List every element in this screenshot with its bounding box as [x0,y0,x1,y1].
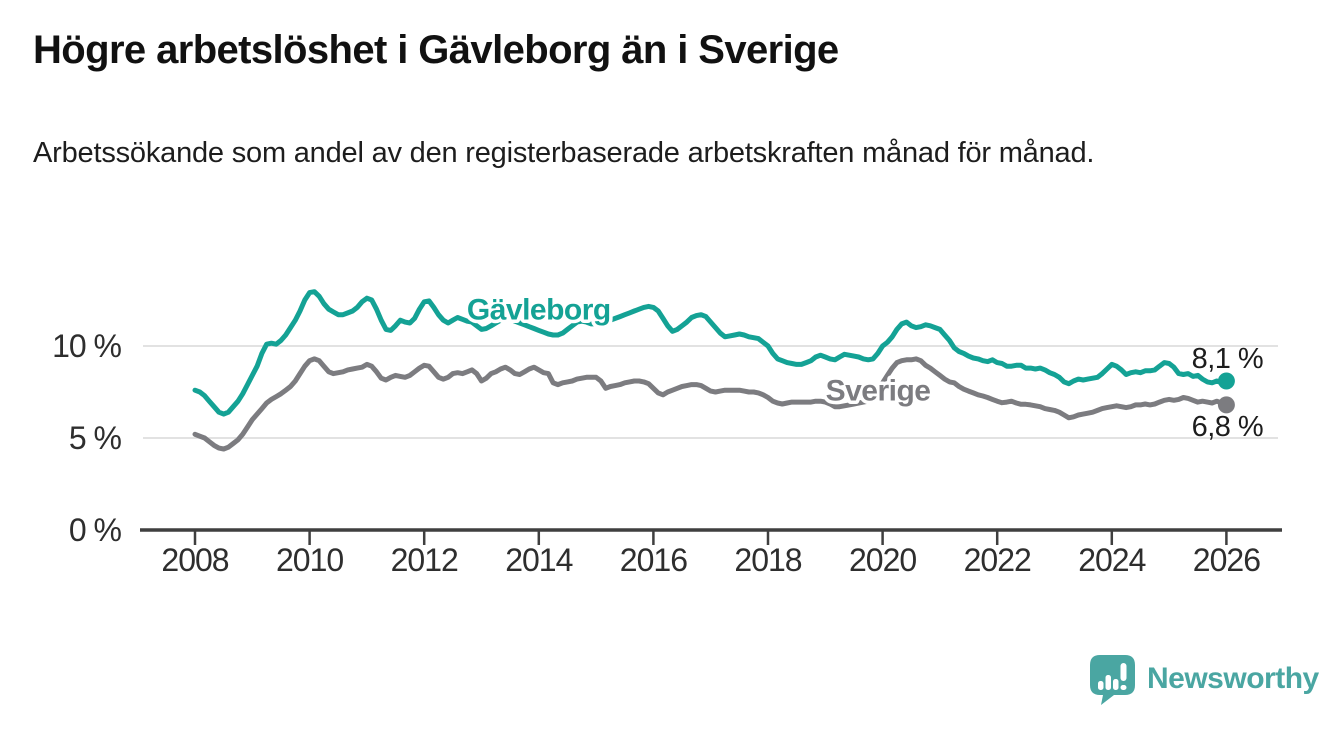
end-label-sverige: 6,8 % [1192,411,1264,443]
newsworthy-logo: Newsworthy [1090,655,1319,707]
series-line-sverige [192,356,1229,452]
y-tick-label-10pct: 10 % [52,328,121,364]
logo-barchart-glyph [1098,663,1127,690]
x-tick-label-2022: 2022 [964,542,1031,578]
x-tick-label-2012: 2012 [391,542,458,578]
newsworthy-logo-icon [1090,655,1135,705]
x-tick-label-2014: 2014 [505,542,572,578]
series-line-gävleborg [192,289,1229,417]
newsworthy-logo-text: Newsworthy [1147,662,1319,695]
x-tick-label-2016: 2016 [620,542,687,578]
series-label-sverige: Sverige [826,375,931,408]
x-tick-label-2026: 2026 [1193,542,1260,578]
x-tick-label-2008: 2008 [161,542,228,578]
end-dot-sverige [1217,396,1235,414]
x-tick-label-2020: 2020 [849,542,916,578]
end-dot-gävleborg [1217,372,1235,390]
end-label-gävleborg: 8,1 % [1192,343,1264,375]
chart-subtitle: Arbetssökande som andel av den registerb… [33,137,1095,169]
y-tick-label-0pct: 0 % [69,512,122,548]
x-tick-label-2024: 2024 [1078,542,1145,578]
series-label-gävleborg: Gävleborg [467,294,611,327]
chart-title: Högre arbetslöshet i Gävleborg än i Sver… [33,28,839,72]
x-tick-label-2010: 2010 [276,542,343,578]
x-tick-label-2018: 2018 [734,542,801,578]
y-tick-label-5pct: 5 % [69,420,122,456]
